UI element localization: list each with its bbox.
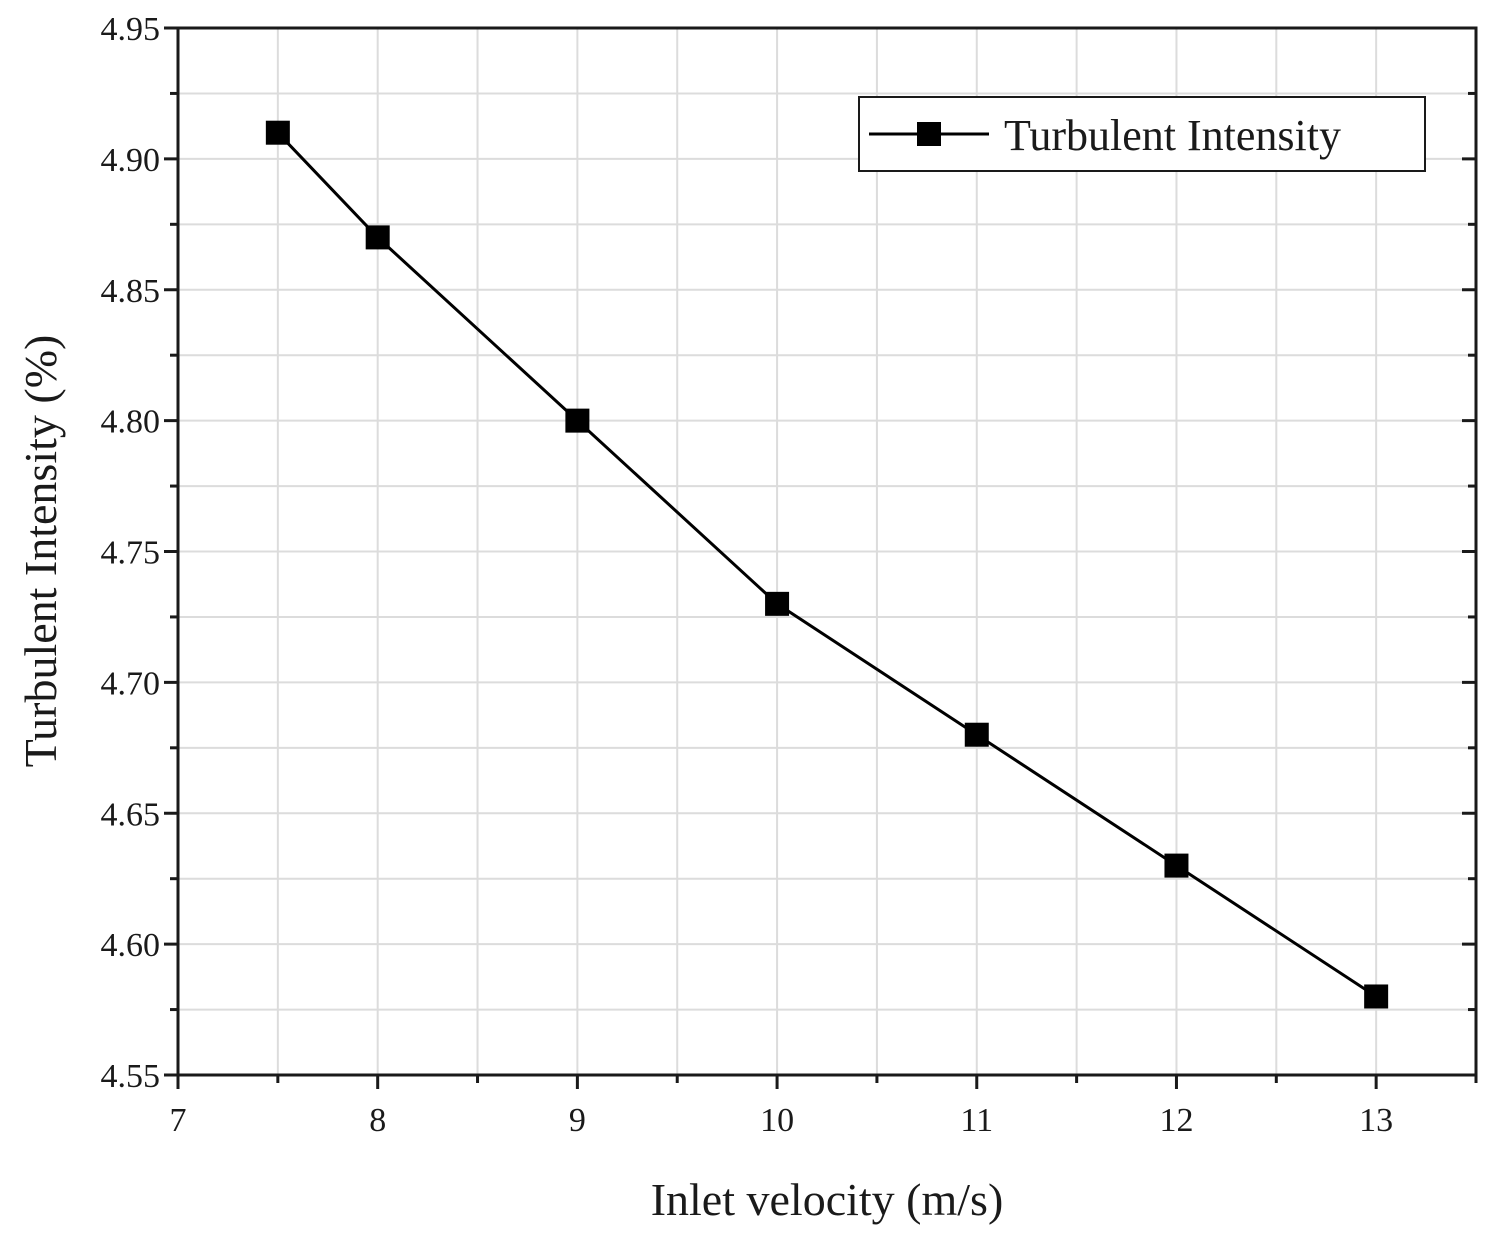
x-tick-label: 11: [960, 1102, 993, 1139]
y-tick-label: 4.60: [101, 927, 161, 964]
y-tick-label: 4.75: [101, 535, 161, 572]
data-point: [1364, 984, 1389, 1009]
data-point: [265, 120, 290, 145]
y-tick-label: 4.65: [101, 796, 161, 833]
y-tick-label: 4.90: [101, 142, 161, 179]
data-point: [365, 225, 390, 250]
x-tick-label: 8: [369, 1102, 386, 1139]
series-layer: [265, 120, 1389, 1009]
data-point: [964, 722, 989, 747]
y-axis-title: Turbulent Intensity (%): [15, 335, 66, 768]
plot-frame: [176, 26, 1478, 1077]
y-tick-label: 4.85: [101, 273, 161, 310]
legend: Turbulent Intensity: [858, 96, 1426, 172]
x-tick-label: 7: [170, 1102, 187, 1139]
y-tick-label: 4.80: [101, 404, 161, 441]
x-tick-label: 10: [760, 1102, 794, 1139]
data-point: [765, 591, 790, 616]
x-axis-title: Inlet velocity (m/s): [651, 1174, 1004, 1225]
data-point: [565, 408, 590, 433]
y-tick-label: 4.95: [101, 11, 161, 48]
x-tick-label: 12: [1159, 1102, 1193, 1139]
legend-label: Turbulent Intensity: [1004, 111, 1341, 160]
y-tick-label: 4.55: [101, 1058, 161, 1095]
x-tick-label: 13: [1359, 1102, 1393, 1139]
y-tick-label: 4.70: [101, 665, 161, 702]
legend-marker-swatch: [917, 122, 941, 146]
tick-labels: 7 8 9 10 11 12 13 4.55 4.60 4.65 4.70 4.75 4.80 4.85 4…: [101, 11, 1394, 1139]
data-point: [1164, 853, 1189, 878]
x-tick-label: 9: [569, 1102, 586, 1139]
